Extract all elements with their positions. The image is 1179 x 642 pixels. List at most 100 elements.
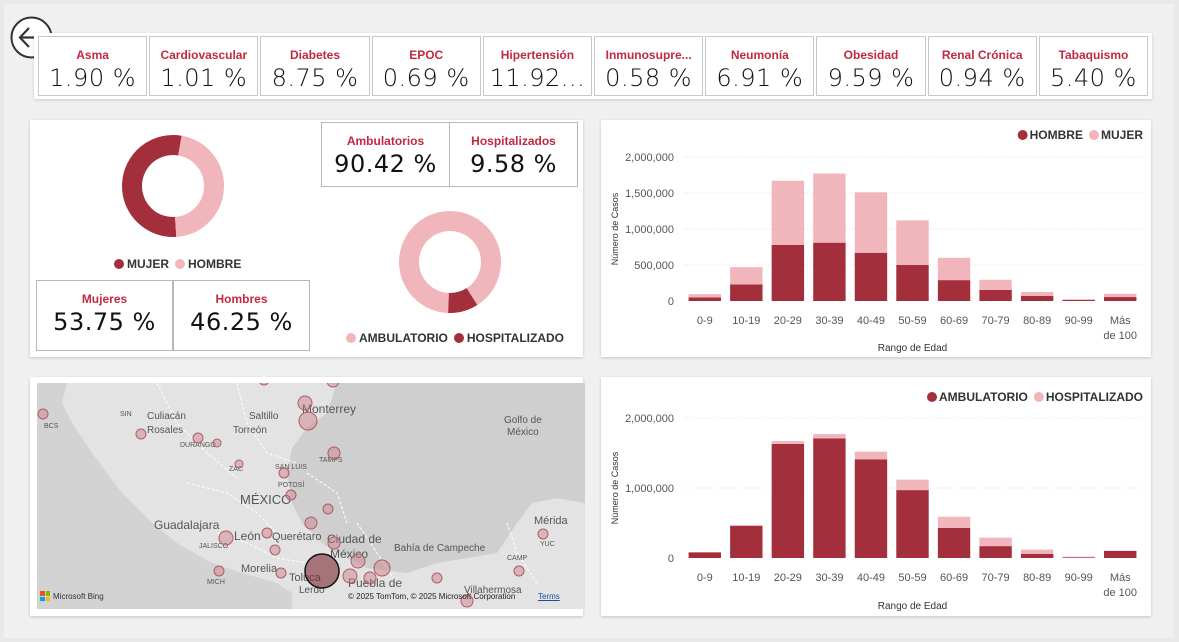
hospitalizados-label: Hospitalizados [471, 134, 556, 148]
bar-segment-ambulatorio[interactable] [688, 552, 721, 558]
kpi-value: 9.59 % [827, 64, 915, 92]
bar-segment-hombre[interactable] [896, 265, 929, 301]
bar-segment-hombre[interactable] [1020, 295, 1054, 301]
bar-segment-hospitalizado[interactable] [854, 451, 888, 460]
bubble[interactable] [460, 594, 474, 608]
bubble[interactable] [373, 559, 391, 577]
kpi-card: Neumonía 6.91 % [705, 36, 815, 96]
bubble[interactable] [322, 503, 334, 515]
bubble[interactable] [537, 528, 549, 540]
y-tick-label: 1,000,000 [625, 483, 674, 495]
map-canvas[interactable]: Monterrey Saltillo Torreón Culiacán Rosa… [37, 383, 585, 609]
bar-segment-ambulatorio[interactable] [979, 546, 1012, 558]
bubble[interactable] [285, 489, 297, 501]
bar-segment-mujer[interactable] [1104, 293, 1137, 298]
bar-segment-mujer[interactable] [1062, 299, 1095, 300]
bubble[interactable] [304, 516, 318, 530]
ambulatorio-slice[interactable] [399, 211, 501, 313]
bubble[interactable] [350, 553, 366, 569]
bar-segment-mujer[interactable] [730, 267, 763, 285]
bar-segment-hospitalizado[interactable] [979, 537, 1012, 547]
y-tick-label: 0 [668, 296, 674, 308]
gender-donut[interactable] [122, 135, 224, 237]
bar-segment-hospitalizado[interactable] [937, 516, 971, 528]
bubble[interactable] [298, 411, 318, 431]
bubble[interactable] [269, 544, 281, 556]
bar-segment-mujer[interactable] [896, 220, 929, 265]
bubble[interactable] [342, 568, 358, 584]
bubble[interactable] [513, 565, 525, 577]
hospitalizado-slice[interactable] [448, 287, 478, 313]
bar-segment-ambulatorio[interactable] [1020, 553, 1054, 558]
bar-segment-mujer[interactable] [937, 257, 971, 281]
bubble[interactable] [275, 567, 287, 579]
bar-segment-mujer[interactable] [1020, 292, 1054, 296]
map-label-sanluis: SAN LUIS [275, 464, 307, 471]
bubble[interactable] [259, 383, 269, 386]
bar-segment-hombre[interactable] [979, 289, 1012, 301]
map-terms-link[interactable]: Terms [538, 592, 560, 601]
bar-segment-hombre[interactable] [854, 252, 888, 301]
kpi-label: Hipertensión [500, 48, 575, 62]
bubble[interactable] [297, 395, 313, 411]
bar-segment-hombre[interactable] [688, 297, 721, 301]
bar-segment-ambulatorio[interactable] [730, 525, 763, 558]
x-tick-label: 0-9 [697, 572, 713, 584]
legend-dot [1017, 130, 1028, 140]
mujer-slice[interactable] [122, 135, 182, 237]
cases-map[interactable]: Monterrey Saltillo Torreón Culiacán Rosa… [37, 383, 585, 609]
bar-segment-ambulatorio[interactable] [1104, 551, 1137, 558]
bar-segment-hombre[interactable] [1104, 297, 1137, 301]
hombre-slice[interactable] [174, 135, 224, 237]
bubble[interactable] [431, 572, 443, 584]
bar-segment-hombre[interactable] [730, 284, 763, 301]
map-label-jalisco: JALISCO [199, 543, 229, 550]
bar-segment-hombre[interactable] [771, 244, 805, 301]
bar-segment-ambulatorio[interactable] [813, 438, 846, 558]
mujeres-label: Mujeres [81, 292, 128, 306]
bubble[interactable] [212, 438, 222, 448]
bubble[interactable] [327, 446, 341, 460]
bar-segment-ambulatorio[interactable] [771, 443, 805, 558]
bar-segment-ambulatorio[interactable] [896, 490, 929, 558]
bar-segment-ambulatorio[interactable] [854, 459, 888, 558]
map-label-bahia-campeche: Bahía de Campeche [394, 543, 486, 554]
bar-segment-mujer[interactable] [771, 180, 805, 245]
bar-segment-mujer[interactable] [688, 294, 721, 298]
care-donut[interactable] [399, 211, 501, 313]
bubble[interactable] [278, 467, 290, 479]
bubble[interactable] [261, 527, 273, 539]
kpi-label: Tabaquismo [1058, 48, 1129, 62]
legend-dot [927, 392, 937, 402]
bar-segment-hombre[interactable] [1062, 299, 1095, 301]
bar-segment-hospitalizado[interactable] [730, 525, 763, 526]
bar-segment-hospitalizado[interactable] [896, 479, 929, 491]
bar-segment-ambulatorio[interactable] [1062, 557, 1095, 558]
bar-segment-hospitalizado[interactable] [1062, 556, 1095, 558]
bubble[interactable] [213, 565, 225, 577]
bubble[interactable] [363, 571, 377, 585]
bar-segment-hospitalizado[interactable] [813, 434, 846, 439]
case-bubbles[interactable] [37, 383, 549, 608]
bar-segment-mujer[interactable] [813, 173, 846, 243]
map-label-potosi: POTOSÍ [278, 480, 304, 489]
bar-segment-hospitalizado[interactable] [1020, 549, 1054, 554]
kpi-label: Diabetes [289, 48, 341, 62]
bar-segment-hombre[interactable] [937, 280, 971, 301]
bubble[interactable] [37, 408, 49, 420]
bar-segment-hombre[interactable] [813, 242, 846, 301]
cdmx-bubble[interactable] [304, 553, 340, 589]
map-label-mich: MICH [207, 579, 225, 586]
map-label-yuc: YUC [540, 541, 555, 548]
bar-segment-mujer[interactable] [979, 279, 1012, 290]
bubble[interactable] [326, 383, 340, 388]
bubble[interactable] [327, 536, 341, 550]
bubble[interactable] [234, 459, 244, 469]
bar-segment-ambulatorio[interactable] [937, 527, 971, 558]
bubble[interactable] [192, 432, 204, 444]
bubble[interactable] [218, 530, 234, 546]
bar-segment-hospitalizado[interactable] [771, 441, 805, 444]
bar-segment-mujer[interactable] [854, 192, 888, 253]
map-label-mexico-country: MÉXICO [240, 492, 291, 507]
bubble[interactable] [135, 428, 147, 440]
